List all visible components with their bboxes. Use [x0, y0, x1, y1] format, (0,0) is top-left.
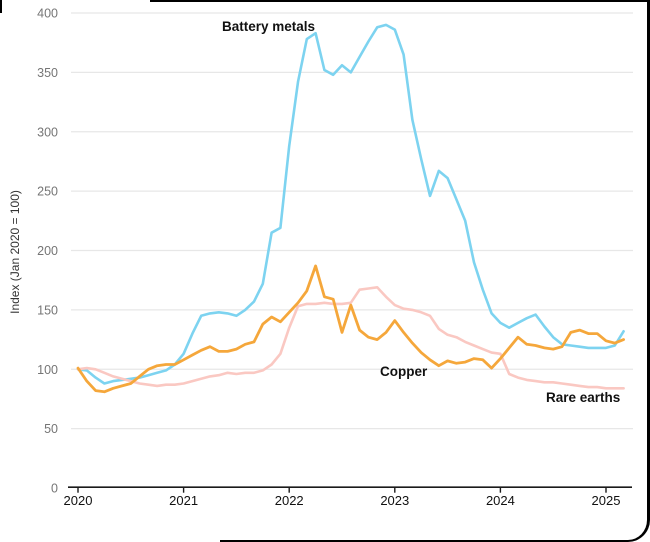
y-tick-label-400: 400: [37, 7, 58, 21]
frame-top-border: [150, 0, 650, 2]
series-line-copper: [76, 264, 625, 394]
y-tick-label-150: 150: [37, 303, 58, 317]
series-line-battery-metals: [76, 23, 625, 385]
x-tick-label-2023: 2023: [380, 493, 409, 508]
series-label-battery-metals: Battery metals: [222, 19, 316, 34]
x-tick-label-2025: 2025: [592, 493, 621, 508]
series-label-rare-earths: Rare earths: [546, 390, 621, 405]
y-tick-label-300: 300: [37, 125, 58, 139]
y-axis-title: Index (Jan 2020 = 100): [8, 190, 22, 314]
y-tick-label-0: 0: [51, 482, 58, 496]
series-line-rare-earths: [76, 285, 625, 390]
x-tick-label-2021: 2021: [169, 493, 198, 508]
x-tick-label-2020: 2020: [64, 493, 93, 508]
x-tick-label-2024: 2024: [486, 493, 515, 508]
y-tick-label-250: 250: [37, 185, 58, 199]
y-tick-label-100: 100: [37, 363, 58, 377]
series-label-copper: Copper: [380, 364, 428, 379]
y-tick-label-50: 50: [44, 422, 58, 436]
y-tick-label-200: 200: [37, 244, 58, 258]
frame-left-border-fragment: [0, 0, 2, 13]
x-tick-label-2022: 2022: [275, 493, 304, 508]
y-tick-label-350: 350: [37, 66, 58, 80]
